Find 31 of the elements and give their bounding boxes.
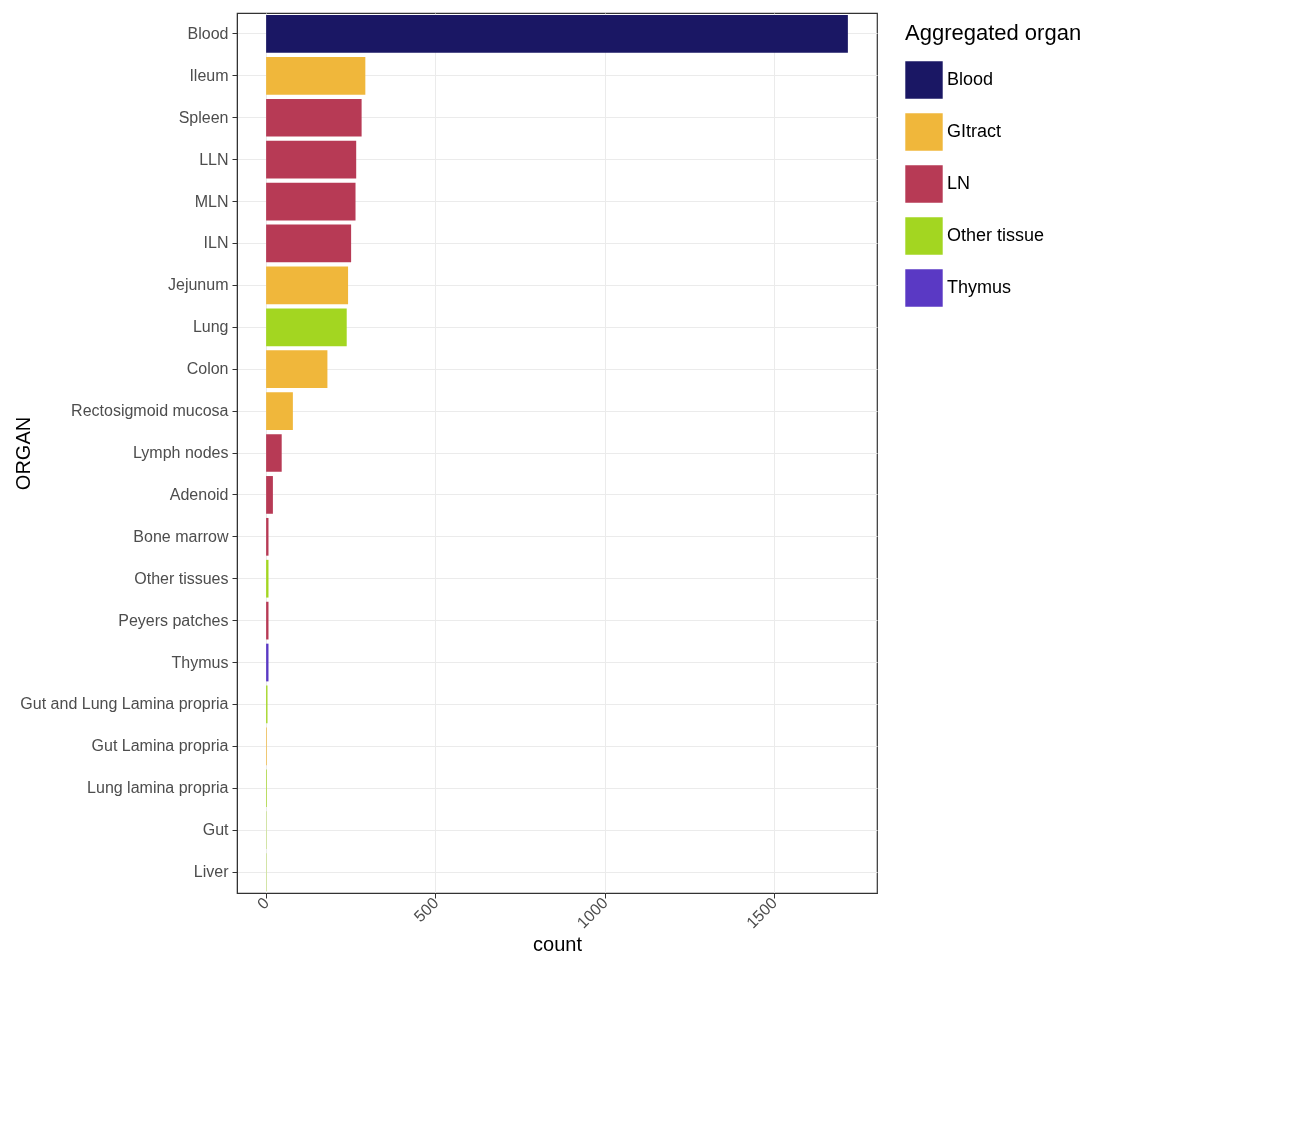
y-tick-label: Gut and Lung Lamina propria [20,695,229,713]
legend-title: Aggregated organ [905,20,1082,45]
y-tick-label: Bone marrow [133,527,229,545]
y-tick-label: Peyers patches [118,611,229,629]
y-tick-label: Spleen [178,108,229,126]
y-tick-label: Lung lamina propria [87,779,229,797]
y-tick-label: Gut Lamina propria [91,737,229,755]
y-tick-label: Liver [193,863,230,881]
legend-label: LN [947,173,971,193]
y-axis-title: ORGAN [11,416,34,491]
y-tick-label: Rectosigmoid mucosa [71,402,229,420]
y-tick-label: Adenoid [169,485,229,503]
legend-label: GItract [947,121,1002,141]
y-tick-label: LLN [199,150,229,168]
legend-label: Thymus [947,277,1012,297]
x-tick-label: 500 [410,894,442,926]
legend-label: Other tissue [947,225,1045,245]
y-tick-label: Other tissues [134,569,229,587]
y-tick-label: Thymus [171,653,229,671]
y-tick-label: Lung [192,318,229,336]
x-tick-label: 0 [253,894,273,913]
y-tick-label: Gut [202,821,230,839]
y-tick-label: Lymph nodes [133,444,229,461]
y-tick-label: Blood [187,24,229,42]
x-axis-title: count [533,933,583,956]
y-tick-label: MLN [194,192,229,210]
y-tick-label: ILN [203,234,229,252]
legend-label: Blood [947,69,994,89]
y-tick-label: Ileum [189,66,229,84]
y-tick-label: Jejunum [168,276,229,294]
y-tick-label: Colon [186,360,229,378]
